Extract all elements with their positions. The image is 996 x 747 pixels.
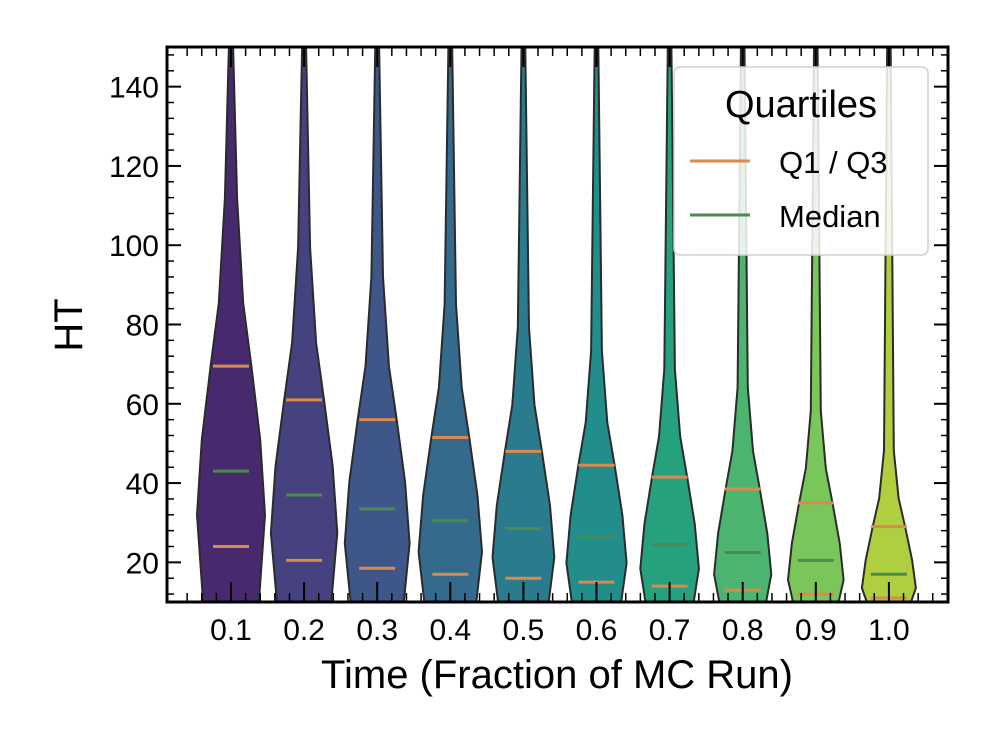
x-tick-label: 0.4 (429, 614, 471, 647)
violin-body (565, 47, 628, 602)
y-tick-label: 40 (126, 468, 159, 501)
x-tick-label: 0.8 (722, 614, 764, 647)
legend-median-label: Median (779, 199, 881, 234)
x-tick-label: 0.3 (356, 614, 398, 647)
x-tick-label: 0.7 (649, 614, 691, 647)
x-tick-label: 0.9 (795, 614, 837, 647)
violin-body (417, 47, 484, 602)
y-axis-title: HT (47, 298, 91, 351)
y-tick-label: 120 (109, 151, 159, 184)
legend-box (673, 66, 929, 256)
x-tick-label: 0.5 (503, 614, 545, 647)
plot-frame (165, 45, 950, 604)
x-tick-label: 1.0 (868, 614, 910, 647)
tick-labels: 20 40 60 80 100 120 140 0.1 0.2 0.3 0.4 0.5 0.6 0.7 0.… (109, 72, 910, 647)
x-tick-label: 0.6 (576, 614, 618, 647)
y-tick-label: 80 (126, 310, 159, 343)
violin-body (860, 47, 917, 602)
legend: Quartiles Q1 / Q3 Median (673, 66, 929, 256)
y-tick-label: 60 (126, 389, 159, 422)
y-tick-label: 20 (126, 547, 159, 580)
violin-group (195, 47, 917, 602)
x-axis-title: Time (Fraction of MC Run) (321, 653, 793, 697)
violin-body (195, 47, 267, 602)
x-tick-label: 0.1 (210, 614, 252, 647)
violin-body (269, 47, 339, 602)
y-tick-label: 140 (109, 72, 159, 105)
violin-body (343, 47, 411, 602)
violin-body (491, 47, 556, 602)
violin-body (639, 47, 700, 602)
violin-body (713, 47, 773, 602)
y-tick-label: 100 (109, 230, 159, 263)
x-tick-label: 0.2 (283, 614, 325, 647)
legend-title: Quartiles (725, 84, 877, 126)
violin-body (786, 47, 845, 602)
legend-quartile-label: Q1 / Q3 (779, 145, 888, 180)
